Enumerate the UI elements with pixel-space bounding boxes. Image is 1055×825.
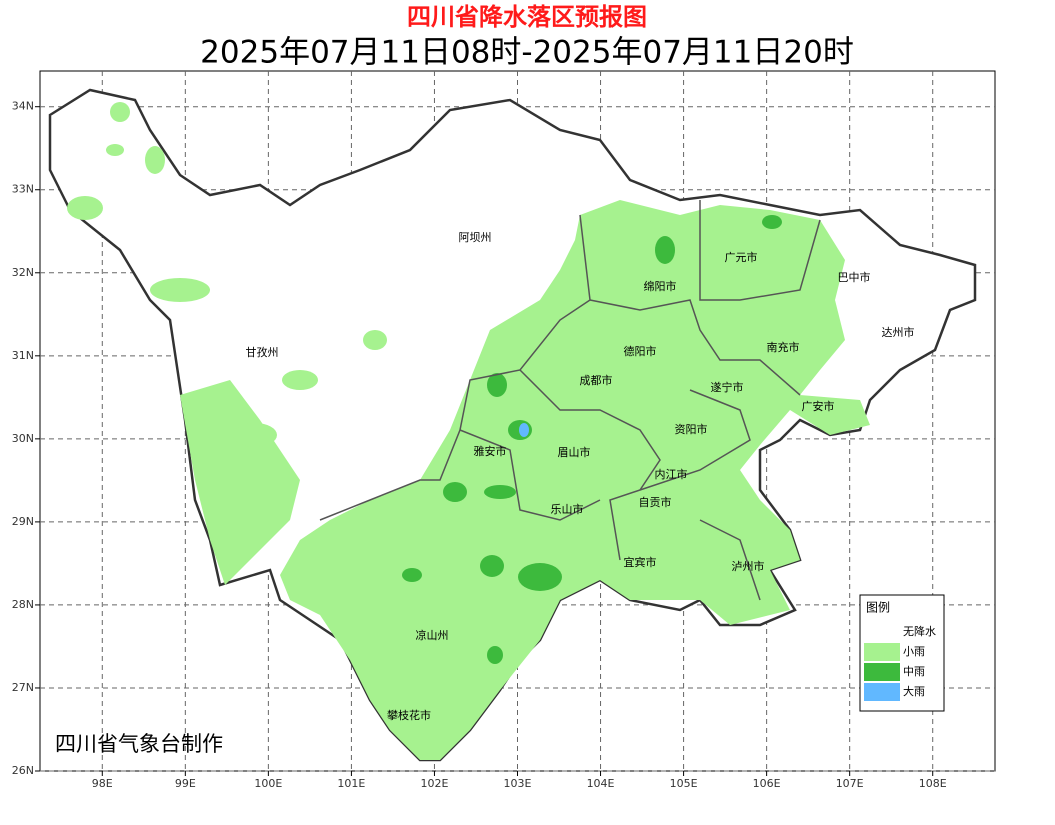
x-tick-label: 105E: [670, 777, 698, 790]
x-tick-label: 100E: [254, 777, 282, 790]
city-label: 内江市: [655, 467, 688, 481]
city-label: 达州市: [882, 325, 915, 339]
y-tick-label: 29N: [12, 515, 34, 528]
credit: 四川省气象台制作: [55, 732, 223, 756]
heavy-rain-area: [519, 423, 529, 437]
city-label: 甘孜州: [246, 345, 279, 359]
city-label: 泸州市: [732, 559, 765, 573]
city-label: 德阳市: [624, 344, 657, 358]
moderate-rain-areas: [402, 215, 782, 664]
city-borders: [319, 200, 821, 601]
y-tick-label: 32N: [12, 266, 34, 279]
city-label: 乐山市: [551, 502, 584, 516]
x-tick-label: 106E: [753, 777, 781, 790]
legend-swatch: [864, 663, 900, 681]
y-tick-label: 28N: [12, 598, 34, 611]
legend-swatch: [864, 623, 900, 641]
x-tick-label: 108E: [919, 777, 947, 790]
legend-label: 无降水: [903, 624, 936, 638]
x-tick-label: 107E: [836, 777, 864, 790]
y-tick-label: 30N: [12, 432, 34, 445]
city-label: 遂宁市: [711, 380, 744, 394]
legend-swatch: [864, 643, 900, 661]
x-tick-label: 103E: [504, 777, 532, 790]
light-rain-areas: [67, 102, 870, 760]
x-tick-label: 98E: [92, 777, 113, 790]
city-label: 广元市: [725, 250, 758, 264]
y-tick-label: 31N: [12, 349, 34, 362]
subtitle: 2025年07月11日08时-2025年07月11日20时: [200, 35, 854, 71]
city-label: 阿坝州: [459, 230, 492, 244]
city-label: 攀枝花市: [387, 708, 431, 722]
x-tick-label: 102E: [420, 777, 448, 790]
legend-label: 小雨: [903, 645, 925, 658]
x-tick-label: 104E: [587, 777, 615, 790]
legend-label: 大雨: [903, 684, 925, 698]
title: 四川省降水落区预报图: [407, 3, 647, 31]
y-tick-label: 26N: [12, 764, 34, 777]
x-tick-label: 101E: [337, 777, 365, 790]
city-label: 宜宾市: [624, 555, 657, 569]
city-label: 南充市: [767, 340, 800, 354]
city-label: 巴中市: [838, 270, 871, 284]
city-label: 雅安市: [474, 444, 507, 458]
city-label: 自贡市: [639, 495, 672, 509]
y-tick-label: 27N: [12, 681, 34, 694]
legend-label: 中雨: [903, 665, 925, 678]
city-label: 成都市: [580, 373, 613, 387]
city-label: 资阳市: [675, 422, 708, 436]
y-tick-label: 33N: [12, 183, 34, 196]
axes: 98E 99E 100E 101E 102E 103E 104E 105E 106E 107E 10…: [12, 100, 947, 790]
legend-swatch: [864, 683, 900, 701]
y-tick-label: 34N: [12, 100, 34, 113]
x-tick-label: 99E: [175, 777, 196, 790]
city-label: 凉山州: [416, 628, 449, 642]
city-label: 绵阳市: [644, 279, 677, 293]
city-label: 广安市: [802, 399, 835, 413]
city-label: 眉山市: [558, 445, 591, 459]
legend-title: 图例: [866, 601, 890, 615]
